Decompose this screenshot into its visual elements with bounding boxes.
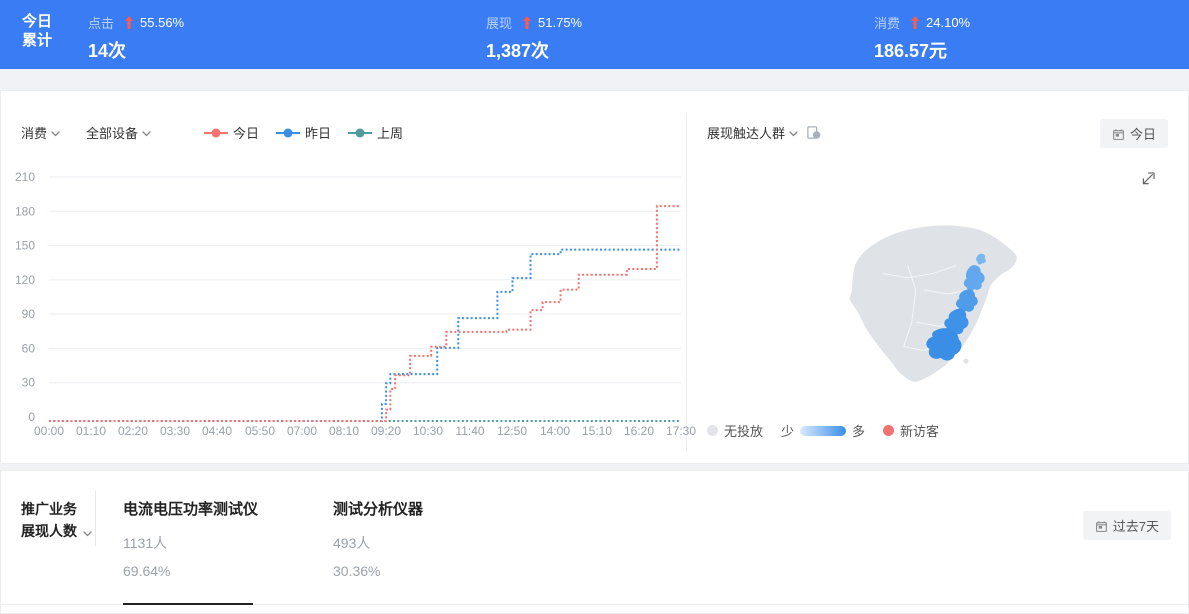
svg-text:10:30: 10:30 <box>413 424 443 438</box>
svg-text:60: 60 <box>22 341 36 355</box>
svg-text:00:00: 00:00 <box>34 424 64 438</box>
svg-text:04:40: 04:40 <box>202 424 232 438</box>
svg-text:03:30: 03:30 <box>160 424 190 438</box>
svg-text:16:20: 16:20 <box>624 424 654 438</box>
svg-text:14:00: 14:00 <box>540 424 570 438</box>
svg-text:0: 0 <box>28 410 35 424</box>
svg-text:08:10: 08:10 <box>329 424 359 438</box>
svg-text:02:20: 02:20 <box>118 424 148 438</box>
svg-text:15:10: 15:10 <box>582 424 612 438</box>
svg-text:90: 90 <box>22 307 36 321</box>
svg-text:30: 30 <box>22 376 36 390</box>
svg-text:07:00: 07:00 <box>287 424 317 438</box>
svg-text:180: 180 <box>15 204 35 218</box>
svg-text:05:50: 05:50 <box>245 424 275 438</box>
svg-text:?: ? <box>815 133 818 139</box>
svg-text:12:50: 12:50 <box>497 424 527 438</box>
svg-text:11:40: 11:40 <box>455 424 484 438</box>
svg-text:01:10: 01:10 <box>76 424 106 438</box>
svg-text:09:20: 09:20 <box>371 424 401 438</box>
svg-text:210: 210 <box>15 170 35 184</box>
svg-text:17:30: 17:30 <box>666 424 696 438</box>
svg-text:120: 120 <box>15 273 35 287</box>
svg-text:150: 150 <box>15 239 35 253</box>
